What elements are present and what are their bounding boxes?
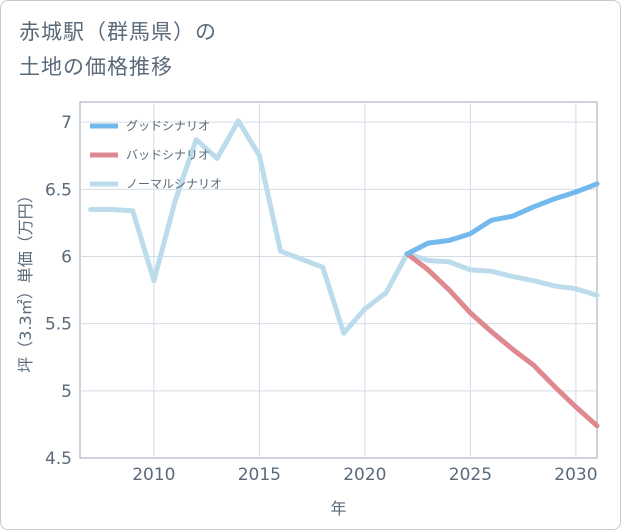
data-point[interactable] [215, 156, 220, 161]
series-line-0[interactable] [404, 181, 600, 257]
data-point[interactable] [426, 258, 431, 263]
legend-label[interactable]: バッドシナリオ [126, 148, 210, 162]
data-point[interactable] [194, 137, 199, 142]
x-tick-label: 2010 [132, 465, 175, 485]
data-point[interactable] [257, 153, 262, 158]
y-axis-title: 坪（3.3㎡）単価（万円） [16, 187, 35, 372]
data-point[interactable] [552, 384, 557, 389]
data-point[interactable] [447, 288, 452, 293]
x-axis-ticks: 2010 2015 2020 2025 2030 [132, 465, 597, 485]
data-point[interactable] [341, 331, 346, 336]
y-tick-label: 5.5 [45, 315, 72, 335]
y-tick-label: 6 [61, 247, 72, 267]
data-point[interactable] [510, 274, 515, 279]
series-layer [88, 118, 600, 429]
data-point[interactable] [573, 404, 578, 409]
y-axis-ticks: 4.5 5 5.5 6 6.5 7 [45, 113, 72, 469]
plot-area [79, 101, 598, 459]
data-point[interactable] [447, 238, 452, 243]
data-point[interactable] [531, 363, 536, 368]
legend-label[interactable]: グッドシナリオ [126, 119, 210, 133]
data-point[interactable] [573, 286, 578, 291]
data-point[interactable] [426, 267, 431, 272]
x-tick-label: 2025 [449, 465, 492, 485]
data-point[interactable] [489, 329, 494, 334]
x-tick-label: 2020 [343, 465, 386, 485]
data-point[interactable] [299, 257, 304, 262]
data-point[interactable] [236, 118, 241, 123]
data-point[interactable] [595, 423, 599, 428]
data-point[interactable] [130, 208, 135, 213]
chart-title: 赤城駅（群馬県）の 土地の価格推移 [19, 15, 217, 85]
data-point[interactable] [447, 259, 452, 264]
series-line-1[interactable] [404, 251, 600, 429]
x-tick-label: 2015 [238, 465, 281, 485]
y-tick-label: 4.5 [45, 449, 72, 469]
data-point[interactable] [468, 267, 473, 272]
data-point[interactable] [489, 218, 494, 223]
data-point[interactable] [489, 269, 494, 274]
data-point[interactable] [552, 196, 557, 201]
data-point[interactable] [88, 207, 93, 212]
data-point[interactable] [151, 278, 156, 283]
data-point[interactable] [362, 306, 367, 311]
chart-title-line-2: 土地の価格推移 [19, 55, 173, 79]
y-tick-label: 5 [61, 382, 72, 402]
data-point[interactable] [468, 310, 473, 315]
data-point[interactable] [383, 290, 388, 295]
data-point[interactable] [595, 181, 599, 186]
x-axis-title: 年 [330, 499, 346, 518]
data-point[interactable] [172, 199, 177, 204]
y-tick-label: 6.5 [45, 180, 72, 200]
data-point[interactable] [552, 284, 557, 289]
data-point[interactable] [426, 241, 431, 246]
data-point[interactable] [405, 251, 410, 256]
data-point[interactable] [595, 293, 599, 298]
x-tick-label: 2030 [554, 465, 597, 485]
data-point[interactable] [278, 249, 283, 254]
data-point[interactable] [531, 204, 536, 209]
data-point[interactable] [468, 231, 473, 236]
data-point[interactable] [531, 278, 536, 283]
data-point[interactable] [320, 265, 325, 270]
legend-label[interactable]: ノーマルシナリオ [126, 177, 222, 191]
chart-title-line-1: 赤城駅（群馬県）の [19, 20, 217, 44]
y-tick-label: 7 [61, 113, 72, 133]
data-point[interactable] [573, 190, 578, 195]
data-point[interactable] [510, 214, 515, 219]
data-point[interactable] [109, 207, 114, 212]
data-point[interactable] [510, 347, 515, 352]
